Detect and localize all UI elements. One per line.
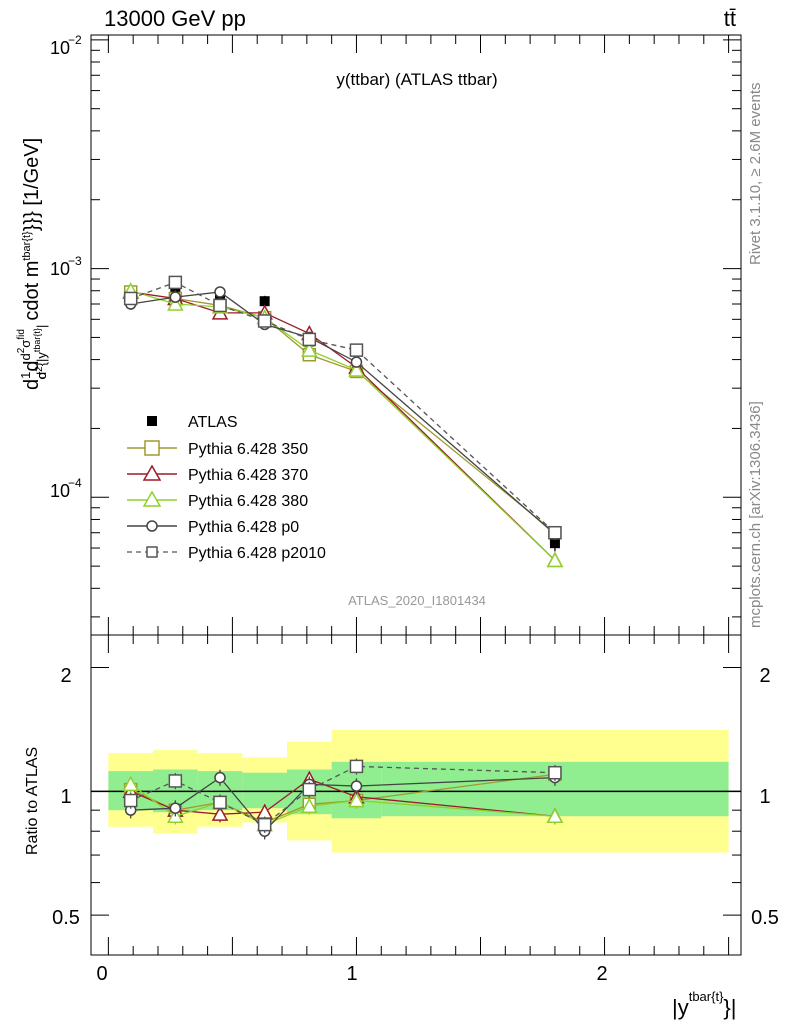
ratio-ytick-left-1: 1 <box>60 786 71 808</box>
data-point <box>302 332 317 347</box>
ratio-ytick-right-1: 1 <box>759 786 770 808</box>
data-point <box>301 341 318 357</box>
legend-item-p2010: Pythia 6.428 p2010 <box>127 545 326 562</box>
ratio-point <box>213 795 227 810</box>
ratio-point <box>214 771 226 784</box>
ratio-ytick-left-2: 2 <box>60 665 71 687</box>
xtick-label-1: 1 <box>346 963 357 985</box>
ratio-point <box>123 793 138 808</box>
legend-marker-atlas <box>147 416 157 426</box>
legend: ATLAS Pythia 6.428 350 Pythia 6.428 370 … <box>127 414 326 562</box>
ratio-ylabel: Ratio to ATLAS <box>24 747 41 855</box>
legend-marker-p2010 <box>146 546 158 558</box>
svg-text:−3: −3 <box>68 254 82 268</box>
xtick-label-0: 0 <box>96 963 107 985</box>
data-point <box>349 343 364 357</box>
legend-marker-p0 <box>146 520 158 532</box>
ratio-series-group <box>122 758 564 840</box>
data-point <box>259 296 270 307</box>
legend-item-350: Pythia 6.428 350 <box>127 440 308 458</box>
svg-text:10: 10 <box>50 481 70 501</box>
data-point <box>169 291 182 303</box>
ratio-ytick-left-0.5: 0.5 <box>52 907 80 929</box>
mcplots-label: mcplots.cern.ch [arXiv:1306.3436] <box>747 401 764 628</box>
data-point <box>546 551 564 568</box>
main-ytick-label-1e-2: 10 −2 <box>50 33 82 58</box>
main-series-group <box>122 275 564 568</box>
ratio-point <box>348 791 365 808</box>
legend-item-370: Pythia 6.428 370 <box>127 464 308 484</box>
ratio-panel: 2 1 0.5 2 1 0.5 Ratio to ATLAS 0 1 2 |yt… <box>24 634 779 1020</box>
svg-text:|ytbar{t}}|: |ytbar{t}}| <box>672 989 736 1020</box>
ratio-point <box>548 765 562 780</box>
data-point <box>257 314 272 328</box>
svg-text:Pythia 6.428 350: Pythia 6.428 350 <box>188 441 308 458</box>
data-point <box>549 538 560 549</box>
svg-text:Pythia 6.428 p2010: Pythia 6.428 p2010 <box>188 545 326 562</box>
header-left: 13000 GeV pp <box>104 6 246 31</box>
ratio-point <box>122 775 139 792</box>
data-point <box>548 525 562 540</box>
ratio-point <box>301 797 318 813</box>
svg-text:Pythia 6.428 370: Pythia 6.428 370 <box>188 467 308 484</box>
ratio-ytick-right-2: 2 <box>759 665 770 687</box>
ratio-series-pythia-6-428-p2010 <box>123 758 562 833</box>
data-point <box>348 361 365 377</box>
ratio-point <box>257 817 272 832</box>
svg-text:Pythia 6.428 p0: Pythia 6.428 p0 <box>188 519 299 536</box>
legend-marker-370 <box>142 464 162 481</box>
main-axis-ticks <box>91 35 741 635</box>
data-point <box>213 298 227 313</box>
data-point <box>350 356 363 368</box>
svg-text:ATLAS: ATLAS <box>188 414 238 431</box>
ratio-ytick-right-0.5: 0.5 <box>751 907 779 929</box>
main-ytick-label-1e-4: 10 −4 <box>50 476 82 501</box>
ratio-point <box>546 807 564 823</box>
legend-marker-350 <box>144 440 160 456</box>
data-point <box>167 295 184 311</box>
ratio-point <box>349 759 364 774</box>
main-panel: y(ttbar) (ATLAS ttbar) ATLAS_2020_I18014… <box>16 33 742 636</box>
rivet-label: Rivet 3.1.10, ≥ 2.6M events <box>747 83 764 266</box>
xlabel: |ytbar{t}}| <box>672 989 736 1020</box>
ratio-axis-ticks <box>91 635 741 955</box>
svg-text:−2: −2 <box>68 33 82 47</box>
ratio-point <box>350 780 363 792</box>
ratio-point <box>211 805 229 821</box>
ratio-band-inner <box>242 772 287 809</box>
watermark: ATLAS_2020_I1801434 <box>348 593 486 608</box>
xtick-label-2: 2 <box>596 963 607 985</box>
svg-text:10: 10 <box>50 259 70 279</box>
data-point <box>123 291 138 306</box>
series-pythia-6-428-p2010 <box>123 275 562 540</box>
svg-text:Pythia 6.428 380: Pythia 6.428 380 <box>188 493 308 510</box>
header-right: tt̄ <box>724 6 736 31</box>
main-ylabel: d1σdd2σfidd2{|ytbar{t}|cdot mtbar{t}}}} … <box>16 138 49 390</box>
legend-item-atlas: ATLAS <box>147 414 238 431</box>
data-point <box>214 286 226 298</box>
legend-item-380: Pythia 6.428 380 <box>127 490 308 510</box>
legend-marker-380 <box>142 490 162 507</box>
ratio-point <box>302 782 317 797</box>
svg-text:d1σdd2σfidd2{|ytbar{t}|cdot mt: d1σdd2σfidd2{|ytbar{t}|cdot mtbar{t}}}} … <box>16 138 49 390</box>
ratio-point <box>169 802 182 814</box>
svg-text:10: 10 <box>50 38 70 58</box>
data-point <box>168 275 183 290</box>
legend-item-p0: Pythia 6.428 p0 <box>127 519 299 536</box>
main-ytick-label-1e-3: 10 −3 <box>50 254 82 279</box>
chart-title: y(ttbar) (ATLAS ttbar) <box>336 70 497 89</box>
ratio-frame <box>90 634 742 956</box>
ratio-point <box>168 774 183 788</box>
svg-text:−4: −4 <box>68 476 82 490</box>
